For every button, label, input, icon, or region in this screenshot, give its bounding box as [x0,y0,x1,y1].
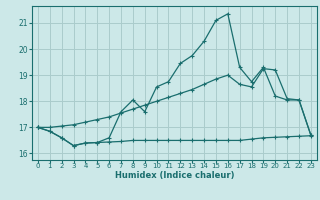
X-axis label: Humidex (Indice chaleur): Humidex (Indice chaleur) [115,171,234,180]
